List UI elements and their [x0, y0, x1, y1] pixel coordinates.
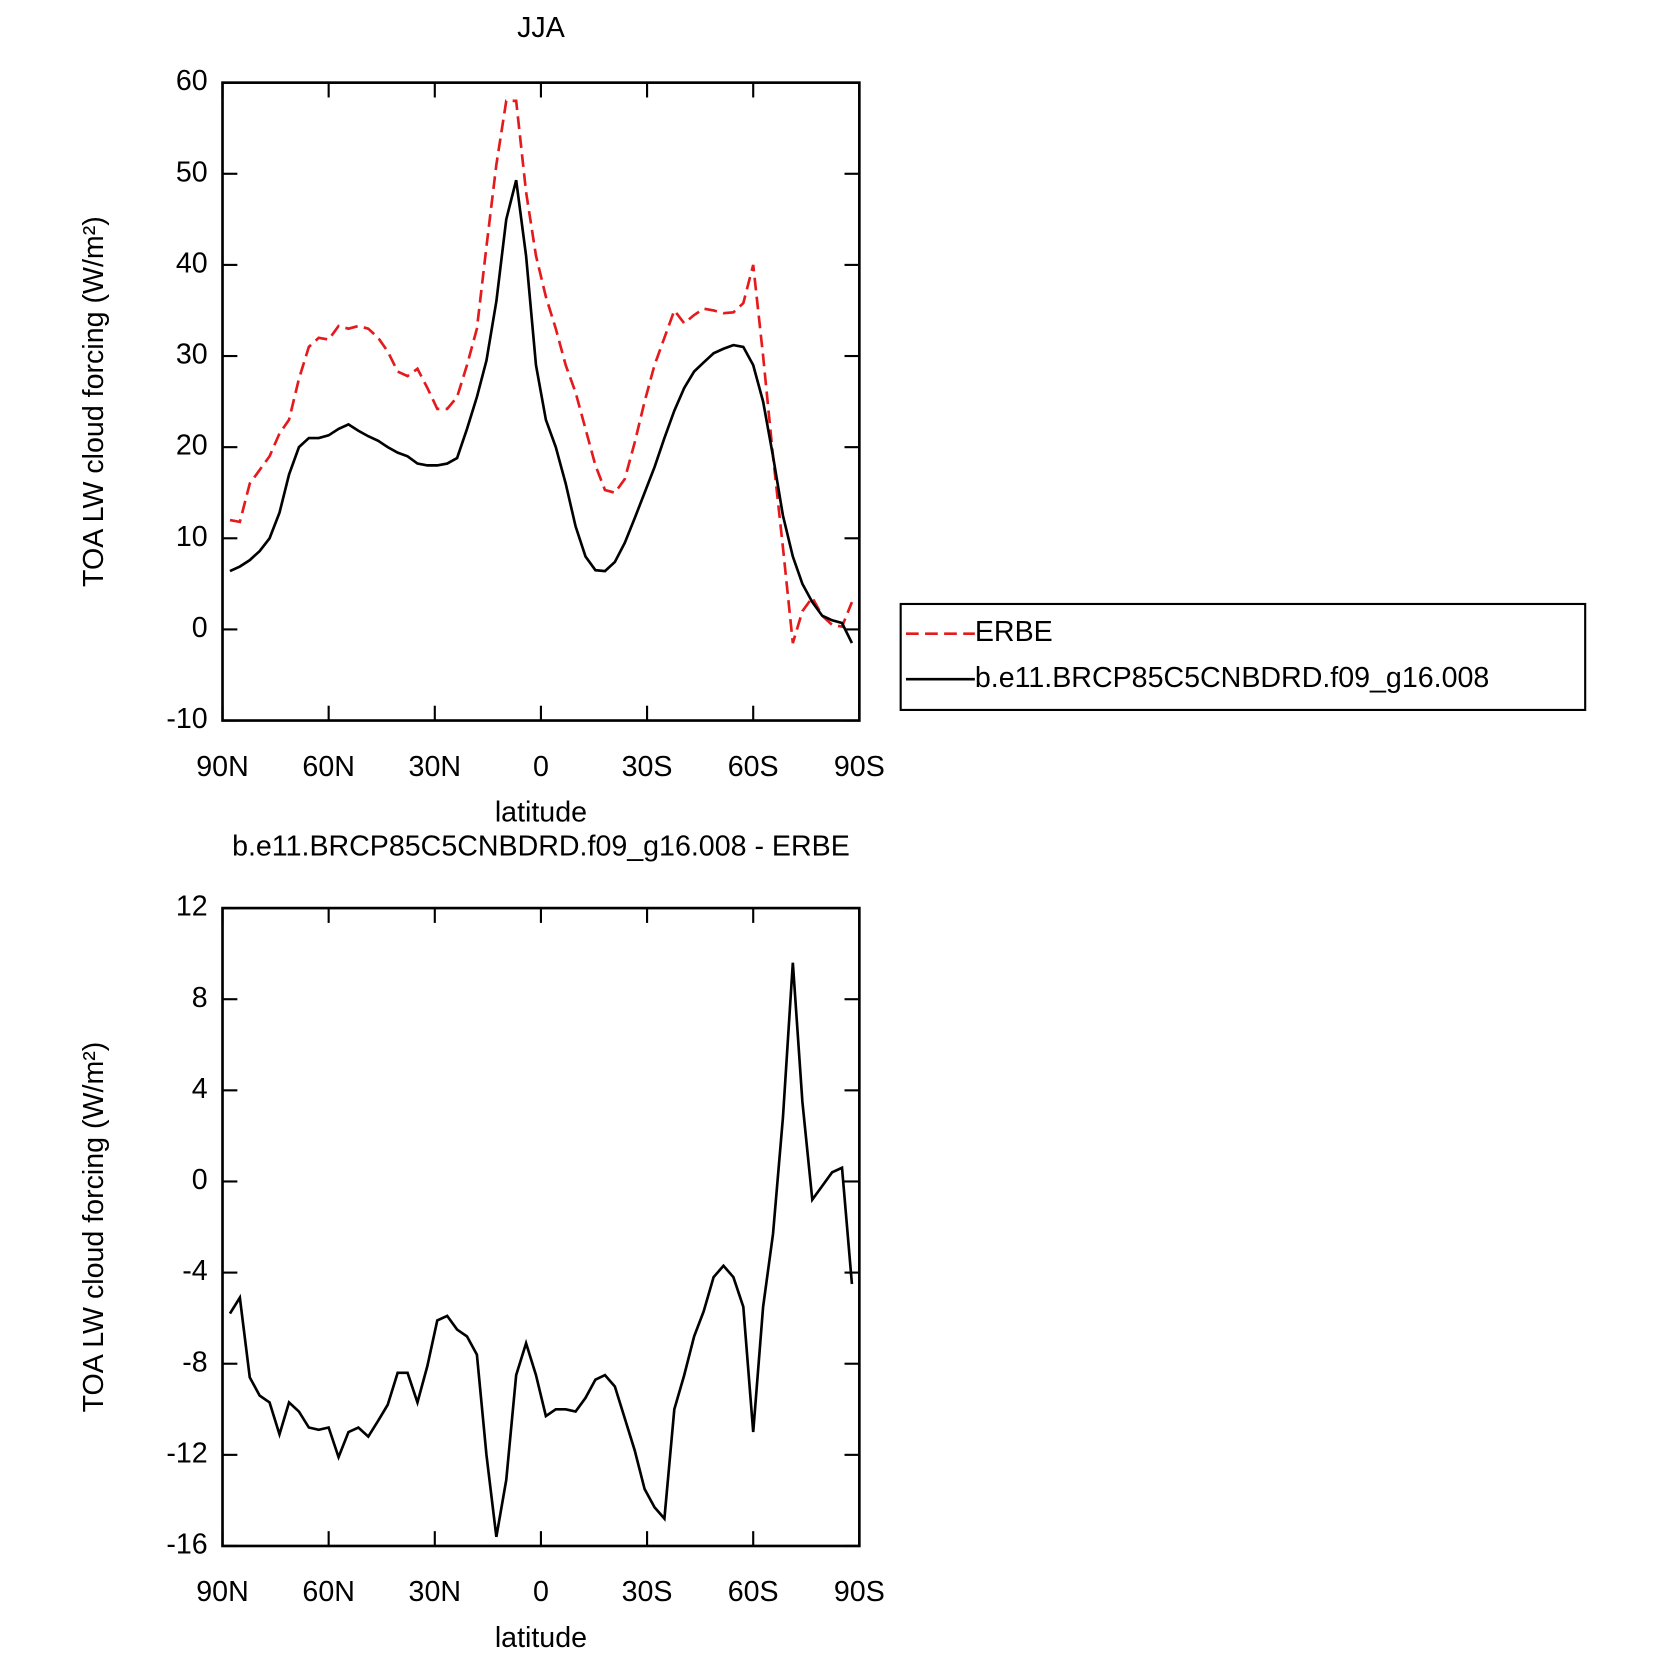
x-axis-label: latitude [495, 1622, 587, 1653]
y-axis-label: TOA LW cloud forcing (W/m²) [78, 216, 110, 587]
x-tick-label: 30N [409, 1576, 461, 1608]
x-tick-label: 60N [302, 1576, 354, 1608]
x-tick-label: 90S [834, 751, 885, 783]
x-tick-label: 30S [622, 751, 673, 783]
data-line [229, 179, 854, 644]
data-line [228, 962, 854, 1538]
chart-title: JJA [517, 12, 566, 44]
x-tick-label: 0 [533, 1576, 549, 1608]
chart-title: b.e11.BRCP85C5CNBDRD.f09_g16.008 - ERBE [232, 830, 850, 862]
y-axis-label: TOA LW cloud forcing (W/m²) [78, 1042, 110, 1413]
x-tick-label: 0 [533, 751, 549, 783]
x-tick-label: 60S [728, 1576, 779, 1608]
legend-box [899, 602, 1587, 712]
y-tick-label: -16 [166, 1529, 207, 1561]
y-tick-label: 50 [176, 156, 208, 188]
plot-frame [221, 906, 861, 1548]
y-tick-label: 40 [176, 247, 208, 279]
y-tick-label: 30 [176, 339, 208, 371]
legend-label: ERBE [975, 616, 1053, 648]
x-tick-label: 90N [196, 1576, 248, 1608]
x-tick-label: 90S [834, 1576, 885, 1608]
data-line [229, 99, 854, 644]
legend-label: b.e11.BRCP85C5CNBDRD.f09_g16.008 [975, 662, 1489, 694]
y-tick-label: 0 [192, 612, 208, 644]
y-tick-label: -8 [182, 1346, 207, 1378]
y-tick-label: 60 [176, 65, 208, 97]
y-tick-label: -12 [166, 1437, 207, 1469]
y-tick-label: 20 [176, 430, 208, 462]
x-axis-label: latitude [495, 796, 587, 828]
x-tick-label: 90N [196, 751, 248, 783]
x-tick-label: 30S [622, 1576, 673, 1608]
x-tick-label: 60S [728, 751, 779, 783]
y-tick-label: 4 [192, 1073, 208, 1105]
y-tick-label: 10 [176, 521, 208, 553]
y-tick-label: 8 [192, 982, 208, 1014]
y-tick-label: 12 [176, 891, 208, 923]
y-tick-label: -10 [166, 703, 207, 735]
x-tick-label: 30N [409, 751, 461, 783]
y-tick-label: 0 [192, 1164, 208, 1196]
y-tick-label: -4 [182, 1255, 208, 1287]
x-tick-label: 60N [302, 751, 354, 783]
